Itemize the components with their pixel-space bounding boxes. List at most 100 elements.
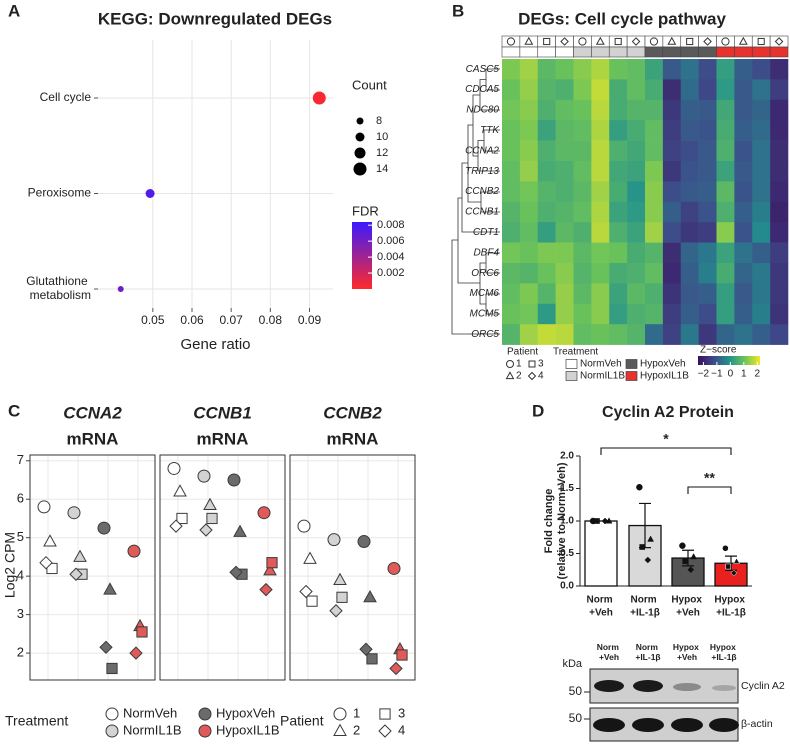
y-tick-label: 2.0: [560, 451, 574, 462]
heat-cell: [537, 303, 556, 325]
heat-cell: [645, 242, 664, 264]
heat-cell: [609, 263, 628, 284]
significance-bracket: [600, 447, 732, 455]
heat-cell: [555, 283, 574, 305]
patient-symbol: [738, 36, 748, 45]
point: [39, 555, 53, 570]
heat-cell: [627, 140, 646, 162]
heat-cell: [627, 324, 646, 345]
point: [127, 544, 141, 558]
heat-cell: [502, 201, 521, 223]
y-tick-label: 6: [17, 491, 24, 506]
heat-cell: [627, 222, 646, 243]
heat-cell: [716, 99, 735, 121]
heat-cell: [502, 263, 521, 284]
point: [679, 542, 686, 549]
significance-label: *: [663, 431, 669, 447]
point: [43, 534, 57, 547]
blot-band: [593, 718, 625, 732]
patient-symbol: [614, 37, 622, 46]
chart-title: Cyclin A2 Protein: [602, 404, 734, 421]
heat-cell: [698, 222, 717, 243]
heat-cell: [752, 161, 771, 182]
legend-label: HypoxVeh: [640, 359, 686, 370]
heat-cell: [645, 161, 664, 182]
point: [73, 549, 87, 562]
legend-label: NormIL1B: [580, 371, 625, 382]
facet-title: CCNA2: [63, 403, 122, 422]
facet-title: CCNB1: [193, 403, 252, 422]
colorbar-label: 0.006: [377, 235, 405, 247]
annotation-cell: [734, 46, 753, 58]
point: [644, 556, 652, 564]
blot-band: [673, 683, 701, 691]
point: [297, 519, 311, 533]
heat-cell: [752, 303, 771, 325]
heat-cell: [645, 324, 664, 345]
patient-symbol: [667, 36, 677, 45]
heat-cell: [698, 242, 717, 264]
blot-unit: kDa: [562, 658, 582, 670]
point: [97, 521, 111, 535]
heat-cell: [537, 99, 556, 121]
heat-cell: [734, 324, 753, 345]
heat-cell: [627, 263, 646, 284]
point: [106, 662, 118, 675]
heat-cell: [662, 222, 682, 243]
heat-cell: [573, 79, 592, 101]
x-axis-label: Gene ratio: [180, 336, 250, 353]
heat-cell: [555, 303, 574, 325]
heat-cell: [645, 222, 664, 243]
heat-cell: [555, 263, 574, 284]
heat-cell: [555, 120, 574, 141]
heat-cell: [519, 201, 539, 223]
heat-cell: [645, 140, 664, 162]
heat-cell: [502, 242, 521, 264]
legend-symbol: [105, 707, 119, 721]
heat-cell: [680, 263, 699, 284]
heat-cell: [734, 222, 753, 243]
legend-symbol: [528, 360, 536, 368]
annotation-cell: [751, 46, 771, 58]
x-tick-label: 0.06: [180, 313, 204, 327]
panel-label: A: [8, 1, 20, 20]
legend-symbol: [105, 724, 119, 738]
facet-frame: [29, 454, 156, 681]
heat-cell: [662, 324, 682, 345]
point: [690, 553, 698, 560]
panel-label: D: [532, 401, 544, 420]
point: [233, 524, 247, 537]
heat-cell: [662, 59, 682, 80]
legend-symbol: [505, 371, 515, 380]
point: [329, 604, 343, 618]
y-axis-label: (relative to Norm+Veh): [556, 462, 568, 579]
heat-cell: [716, 263, 735, 284]
heat-cell: [609, 181, 628, 203]
annotation-cell: [662, 46, 682, 58]
colorbar-label: 0.004: [377, 251, 405, 263]
text-line: +IL-1β: [711, 652, 736, 662]
heat-cell: [752, 140, 771, 162]
heat-cell: [680, 303, 699, 325]
heat-cell: [645, 283, 664, 305]
text-line: +IL-1β: [635, 652, 660, 662]
heat-cell: [519, 242, 539, 264]
heat-cell: [573, 222, 592, 243]
heat-cell: [645, 79, 664, 101]
heat-cell: [573, 120, 592, 141]
row-label: MCM6: [470, 288, 500, 299]
heat-cell: [698, 59, 717, 80]
heat-cell: [680, 222, 699, 243]
row-label: NDC80: [466, 105, 499, 116]
point: [639, 544, 646, 550]
heat-cell: [770, 303, 789, 325]
heat-cell: [734, 161, 753, 182]
point: [722, 545, 729, 552]
heat-cell: [555, 222, 574, 243]
colorbar-label: −2: [698, 369, 710, 380]
point: [333, 572, 347, 585]
heat-cell: [770, 201, 789, 223]
heat-cell: [519, 79, 539, 101]
legend-title: Count: [352, 77, 387, 92]
heat-cell: [609, 242, 628, 264]
